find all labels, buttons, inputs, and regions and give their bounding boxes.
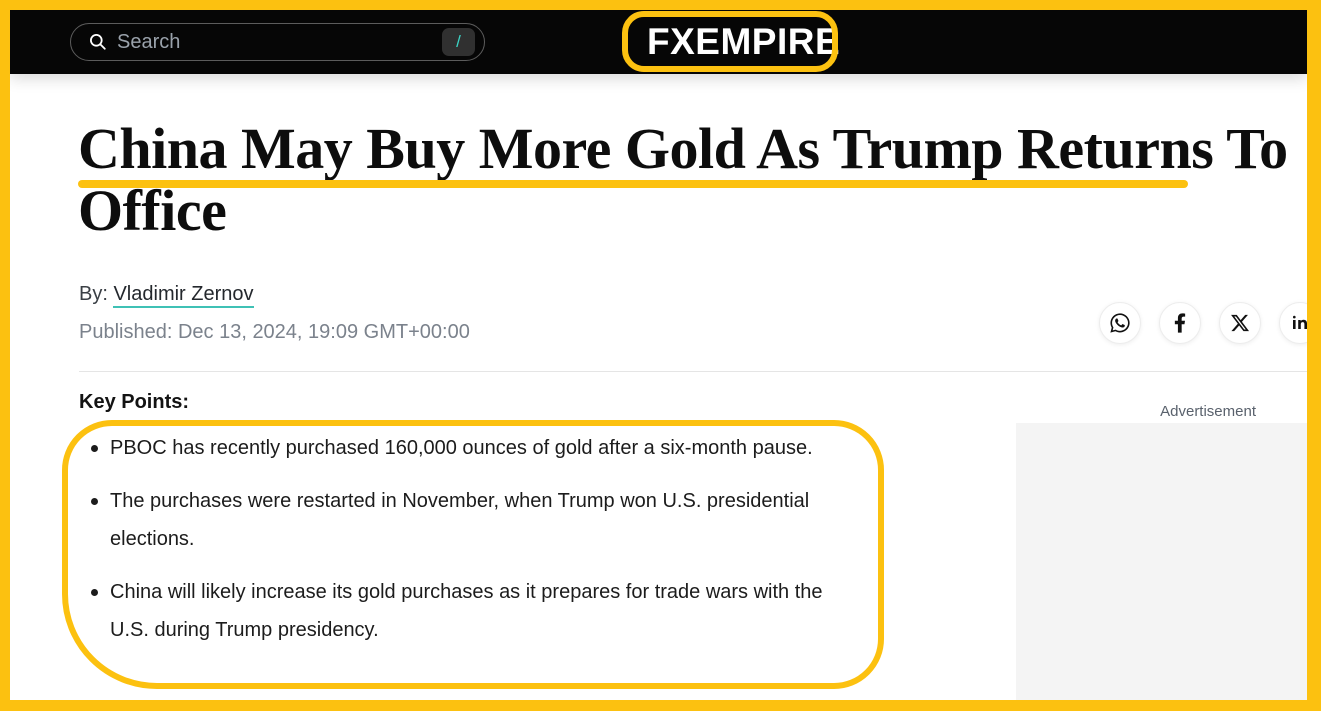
divider xyxy=(79,371,1307,372)
byline-label: By: xyxy=(79,283,108,305)
search-icon xyxy=(89,33,107,51)
linkedin-share-button[interactable] xyxy=(1279,302,1307,344)
article-title-line1: China May Buy More Gold As Trump Returns… xyxy=(78,116,1288,181)
key-point-item: The purchases were restarted in November… xyxy=(86,482,854,558)
search-shortcut-badge: / xyxy=(442,28,475,56)
x-icon xyxy=(1230,313,1250,333)
published-date: Published: Dec 13, 2024, 19:09 GMT+00:00 xyxy=(79,321,470,343)
linkedin-icon xyxy=(1290,313,1307,333)
byline: By: Vladimir Zernov xyxy=(79,283,254,308)
key-points-list: PBOC has recently purchased 160,000 ounc… xyxy=(86,429,854,664)
article-title: China May Buy More Gold As Trump Returns… xyxy=(78,118,1303,242)
article-title-line2: Office xyxy=(78,178,227,243)
advertisement-label: Advertisement xyxy=(1160,403,1256,420)
key-point-item: PBOC has recently purchased 160,000 ounc… xyxy=(86,429,854,467)
search-box[interactable]: / xyxy=(70,23,485,61)
search-input[interactable] xyxy=(117,30,442,54)
author-link[interactable]: Vladimir Zernov xyxy=(113,283,254,308)
whatsapp-icon xyxy=(1109,312,1131,334)
fxempire-logo[interactable]: FXEMPIRE xyxy=(647,21,841,62)
key-point-item: China will likely increase its gold purc… xyxy=(86,573,854,649)
facebook-icon xyxy=(1174,312,1186,334)
x-share-button[interactable] xyxy=(1219,302,1261,344)
ad-placeholder xyxy=(1016,423,1307,700)
site-header: / FXEMPIRE xyxy=(10,10,1307,74)
whatsapp-share-button[interactable] xyxy=(1099,302,1141,344)
facebook-share-button[interactable] xyxy=(1159,302,1201,344)
key-points-heading: Key Points: xyxy=(79,391,190,413)
content-area: / FXEMPIRE China May Buy More Gold As Tr… xyxy=(10,10,1307,700)
